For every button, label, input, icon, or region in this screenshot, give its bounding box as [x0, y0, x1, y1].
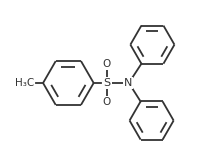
Text: H₃C: H₃C — [15, 78, 34, 88]
Text: S: S — [103, 78, 110, 88]
Text: O: O — [103, 97, 111, 107]
Text: O: O — [103, 59, 111, 69]
Text: N: N — [124, 78, 132, 88]
